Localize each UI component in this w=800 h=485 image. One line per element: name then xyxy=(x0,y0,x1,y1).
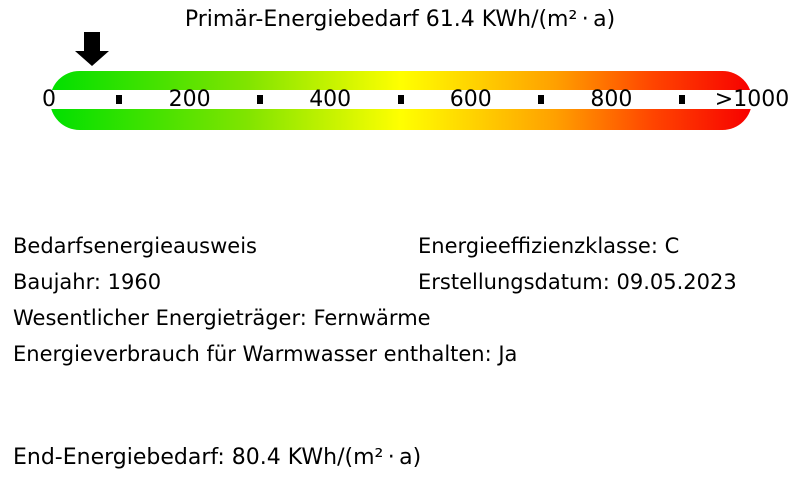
axis-tick-label: 800 xyxy=(590,87,633,112)
efficiency-class-label: Energieeffizienzklasse: C xyxy=(418,234,680,258)
axis-minor-tick xyxy=(678,95,685,104)
axis-tick-label: >1000 xyxy=(714,87,790,112)
construction-year-label: Baujahr: 1960 xyxy=(13,270,162,294)
axis-tick-label: 200 xyxy=(168,87,211,112)
details-left-column: Bedarfsenergieausweis Baujahr: 1960 Wese… xyxy=(13,228,517,372)
axis-minor-tick xyxy=(397,95,404,104)
axis-minor-tick xyxy=(538,95,545,104)
certificate-type-label: Bedarfsenergieausweis xyxy=(13,234,257,258)
energy-scale: 0 200 400 600 800 >1000 xyxy=(0,0,800,160)
axis-tick-label: 0 xyxy=(42,87,56,112)
hot-water-included-label: Energieverbrauch für Warmwasser enthalte… xyxy=(13,342,518,366)
axis-minor-tick xyxy=(116,95,123,104)
details-right-column: Energieeffizienzklasse: C Erstellungsdat… xyxy=(418,228,737,300)
value-pointer-arrow-icon xyxy=(75,32,110,66)
page-title: Primär-Energiebedarf 61.4 KWh/(m² · a) xyxy=(184,7,616,32)
axis-minor-tick xyxy=(256,95,263,104)
axis-tick-label: 400 xyxy=(309,87,352,112)
creation-date-label: Erstellungsdatum: 09.05.2023 xyxy=(418,270,737,294)
energy-carrier-label: Wesentlicher Energieträger: Fernwärme xyxy=(13,306,431,330)
axis-tick-label: 600 xyxy=(449,87,492,112)
end-energy-demand-label: End-Energiebedarf: 80.4 KWh/(m² · a) xyxy=(13,445,422,470)
